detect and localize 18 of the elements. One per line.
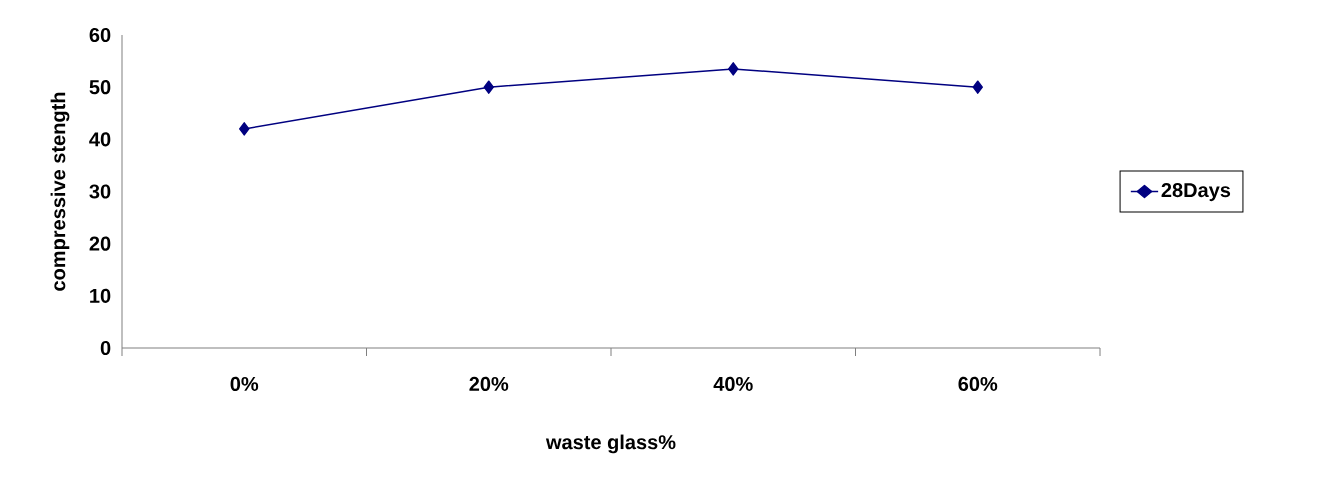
x-tick-label: 60% bbox=[958, 376, 998, 392]
x-tick-label: 0% bbox=[230, 376, 259, 392]
y-tick-label: 0 bbox=[100, 340, 111, 356]
x-tick-label: 20% bbox=[469, 376, 509, 392]
y-tick-label: 40 bbox=[89, 132, 111, 147]
y-tick-label: 50 bbox=[89, 80, 111, 95]
point bbox=[728, 62, 739, 76]
legend-label: 28Days bbox=[1161, 183, 1231, 202]
point bbox=[972, 80, 984, 94]
y-axis-title: compressive stength bbox=[50, 92, 70, 291]
x-axis-title: waste glass% bbox=[545, 434, 676, 454]
point bbox=[239, 122, 250, 136]
y-tick-label: 20 bbox=[89, 236, 111, 251]
y-tick-label: 60 bbox=[89, 27, 111, 43]
point bbox=[483, 80, 494, 94]
x-tick-label: 40% bbox=[713, 376, 753, 392]
y-tick-label: 10 bbox=[90, 288, 111, 303]
y-tick-label: 30 bbox=[89, 184, 111, 199]
